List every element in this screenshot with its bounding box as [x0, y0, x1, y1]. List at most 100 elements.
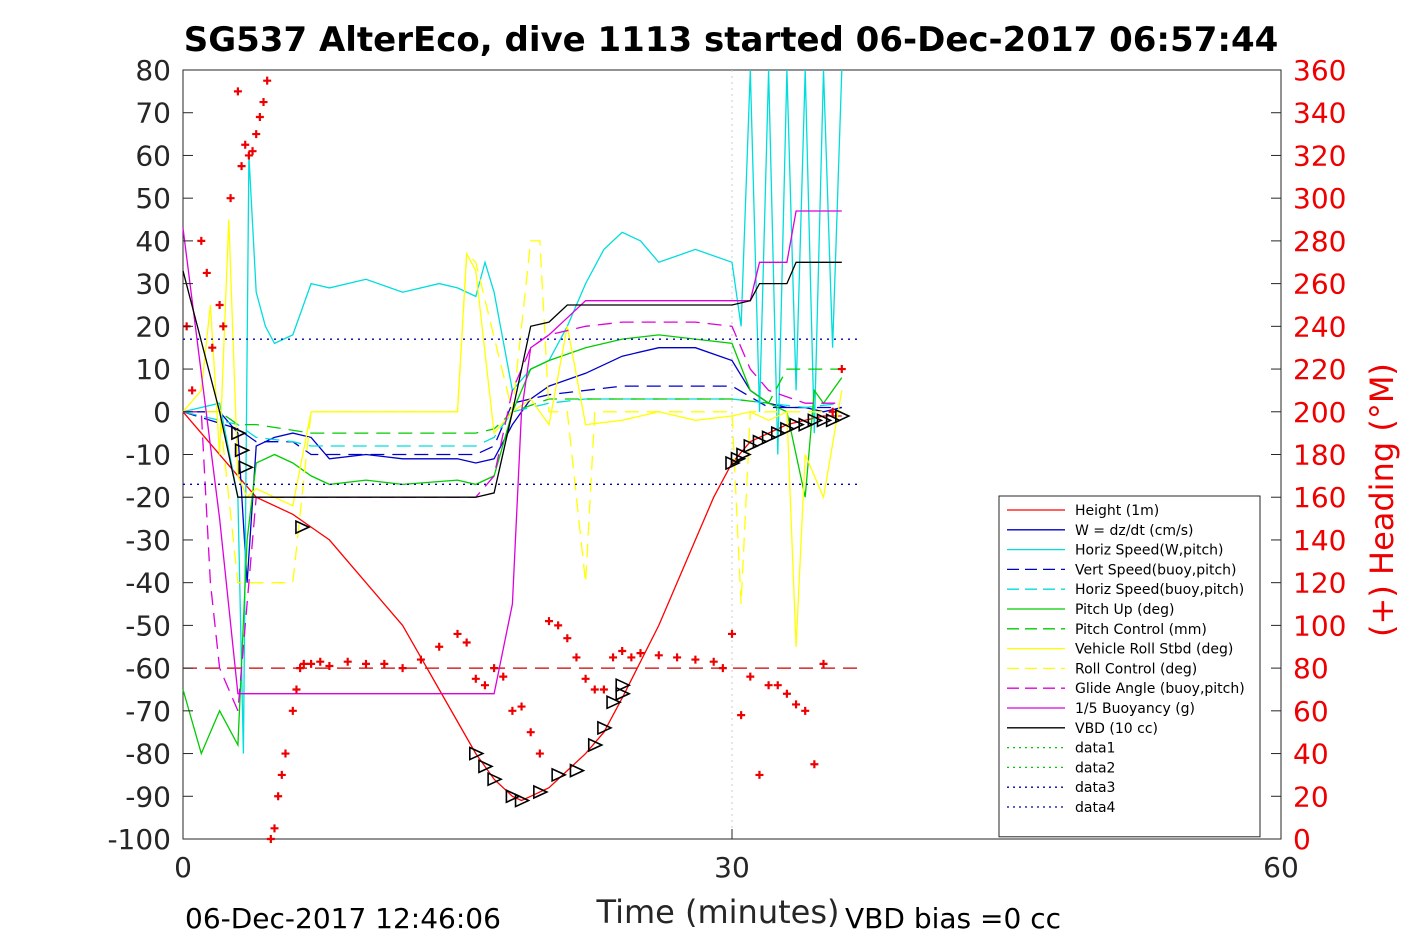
height-marker [569, 763, 586, 778]
height-marker [780, 421, 796, 437]
height-marker [761, 430, 778, 445]
legend-label: data1 [1075, 741, 1115, 757]
height-marker [514, 793, 531, 808]
heading-point [453, 629, 462, 638]
y-right-tick-label: 140 [1293, 524, 1346, 557]
heading-point [517, 702, 526, 711]
chart-title: SG537 AlterEco, dive 1113 started 06-Dec… [184, 20, 1279, 60]
legend-label: Horiz Speed(W,pitch) [1075, 543, 1223, 559]
heading-point [782, 689, 791, 698]
heading-point [673, 653, 682, 662]
x-tick-label: 30 [714, 851, 750, 884]
heading-point [398, 664, 407, 673]
footer-date: 06-Dec-2017 12:46:06 [185, 902, 501, 935]
legend-label: Glide Angle (buoy,pitch) [1075, 681, 1245, 697]
heading-point [270, 824, 279, 833]
y-right-tick-label: 60 [1293, 695, 1329, 728]
legend-label: Horiz Speed(buoy,pitch) [1075, 582, 1244, 598]
height-marker [533, 784, 549, 800]
heading-point [307, 659, 316, 668]
y-tick-label: -50 [125, 609, 171, 642]
height-marker [825, 413, 842, 428]
legend-label: Vert Speed(buoy,pitch) [1075, 562, 1237, 578]
y-right-tick-label: 120 [1293, 567, 1346, 600]
heading-point [654, 651, 663, 660]
y-axis-right-label: (+) Heading (°M) [1363, 363, 1401, 637]
heading-point [296, 664, 305, 673]
height-marker [752, 434, 769, 449]
height-marker [730, 451, 747, 467]
series-line-5 [182, 334, 843, 756]
y-tick-label: 70 [135, 97, 171, 130]
y-tick-label: -10 [125, 439, 171, 472]
height-marker [807, 413, 824, 428]
height-marker [834, 408, 851, 424]
heading-point [197, 236, 206, 245]
heading-point [746, 672, 755, 681]
legend-label: Pitch Control (mm) [1075, 622, 1207, 638]
heading-point [526, 728, 535, 737]
series-line-0 [182, 411, 842, 802]
heading-point [274, 792, 283, 801]
legend-label: data4 [1075, 800, 1116, 816]
height-marker [770, 425, 787, 441]
heading-point [292, 685, 301, 694]
height-marker [615, 686, 632, 701]
heading-point [316, 657, 325, 666]
y-right-tick-label: 280 [1293, 225, 1346, 258]
legend-label: VBD (10 cc) [1075, 721, 1158, 737]
heading-point [609, 653, 618, 662]
heading-point [435, 642, 444, 651]
heading-point [215, 300, 224, 309]
height-marker [816, 413, 833, 428]
y-tick-label: -100 [107, 823, 171, 856]
y-tick-label: -70 [125, 695, 171, 728]
heading-point [252, 130, 261, 139]
heading-point [627, 653, 636, 662]
heading-point [691, 655, 700, 664]
y-right-tick-label: 340 [1293, 97, 1346, 130]
heading-point [244, 151, 253, 160]
y-tick-label: 20 [135, 310, 171, 343]
y-right-tick-label: 320 [1293, 139, 1346, 172]
heading-point [255, 112, 264, 121]
y-right-tick-label: 260 [1293, 268, 1346, 301]
y-right-tick-label: 180 [1293, 439, 1346, 472]
heading-point [581, 674, 590, 683]
heading-point [490, 664, 499, 673]
height-marker [597, 720, 613, 736]
legend-label: data2 [1075, 760, 1115, 776]
heading-point [837, 365, 846, 374]
y-right-tick-label: 100 [1293, 609, 1346, 642]
y-right-tick-label: 360 [1293, 54, 1346, 87]
heading-point [188, 386, 197, 395]
heading-point [801, 706, 810, 715]
y-tick-label: -30 [125, 524, 171, 557]
heading-point [226, 194, 235, 203]
y-right-tick-label: 160 [1293, 481, 1346, 514]
heading-point [737, 711, 746, 720]
height-marker [587, 737, 604, 753]
height-marker [468, 746, 485, 761]
height-marker [743, 438, 760, 454]
y-tick-label: -40 [125, 567, 171, 600]
legend-label: 1/5 Buoyancy (g) [1075, 701, 1195, 717]
heading-point [764, 681, 773, 690]
heading-point [471, 674, 480, 683]
heading-point [554, 621, 563, 630]
heading-point [618, 647, 627, 656]
heading-point [233, 87, 242, 96]
heading-point [288, 706, 297, 715]
height-marker [736, 447, 752, 462]
heading-point [718, 664, 727, 673]
heading-point [462, 638, 471, 647]
height-marker [487, 771, 504, 787]
height-marker [238, 460, 255, 475]
y-right-tick-label: 300 [1293, 182, 1346, 215]
height-marker [789, 417, 805, 432]
heading-point [299, 659, 308, 668]
heading-point [259, 98, 268, 107]
legend-label: Height (1m) [1075, 503, 1159, 519]
series-line-9 [183, 321, 842, 712]
